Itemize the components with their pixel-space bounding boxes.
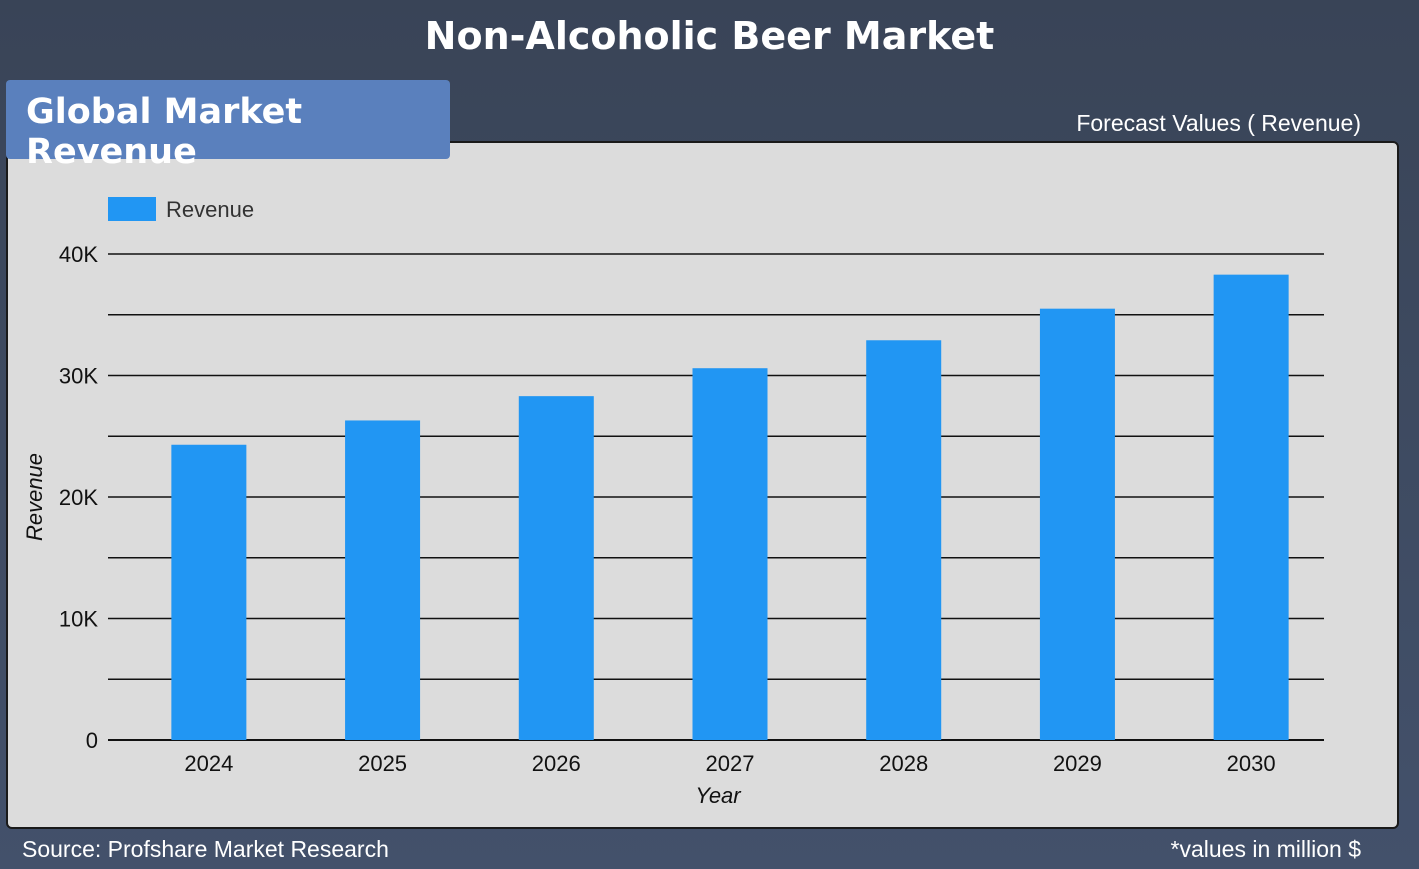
bar	[1213, 274, 1289, 740]
y-tick-label: 30K	[59, 364, 98, 389]
bar	[866, 340, 942, 740]
x-tick-label: 2028	[879, 751, 928, 776]
x-axis-title: Year	[695, 783, 742, 808]
chart-panel: 0 10K 20K 30K 40K 2024 2025 2026 2027 2028 2029 203…	[6, 141, 1399, 829]
y-tick-label: 10K	[59, 607, 98, 632]
x-tick-label: 2026	[532, 751, 581, 776]
x-tick-label: 2025	[358, 751, 407, 776]
y-axis-title: Revenue	[22, 453, 47, 541]
y-tick-label: 20K	[59, 485, 98, 510]
x-tick-label: 2030	[1227, 751, 1276, 776]
source-note: Source: Profshare Market Research	[22, 836, 389, 862]
legend-swatch	[108, 197, 156, 221]
section-badge-label: Global Market Revenue	[26, 92, 303, 172]
legend-label: Revenue	[166, 197, 254, 222]
forecast-label: Forecast Values ( Revenue)	[1076, 110, 1361, 136]
page-title: Non-Alcoholic Beer Market	[424, 14, 995, 58]
bar-chart: 0 10K 20K 30K 40K 2024 2025 2026 2027 2028 2029 203…	[22, 197, 1324, 808]
axis-labels: 0 10K 20K 30K 40K 2024 2025 2026 2027 2028 2029 203…	[22, 242, 1276, 808]
x-tick-label: 2027	[706, 751, 755, 776]
unit-note: *values in million $	[1170, 836, 1361, 862]
bar	[518, 396, 594, 740]
y-tick-label: 40K	[59, 242, 98, 267]
bar	[171, 444, 247, 740]
section-badge: Global Market Revenue	[6, 80, 450, 172]
bar	[1039, 308, 1115, 740]
x-tick-label: 2024	[184, 751, 233, 776]
legend: Revenue	[108, 197, 254, 222]
bar	[692, 368, 768, 740]
x-tick-label: 2029	[1053, 751, 1102, 776]
bar	[345, 420, 421, 740]
y-tick-label: 0	[86, 728, 98, 753]
bars	[171, 274, 1289, 740]
